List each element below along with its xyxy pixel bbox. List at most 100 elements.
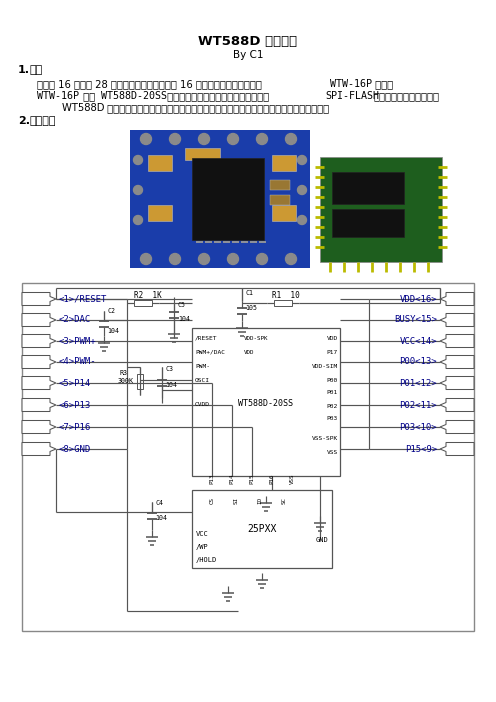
Text: SPI-FLASH: SPI-FLASH: [325, 91, 379, 101]
Text: 概述: 概述: [30, 65, 43, 75]
Text: 25PXX: 25PXX: [248, 524, 277, 534]
Text: 模块封装: 模块封装: [30, 116, 57, 126]
Text: R2  1K: R2 1K: [134, 291, 162, 300]
Text: BUSY<15>: BUSY<15>: [394, 315, 437, 324]
Text: <8>GND: <8>GND: [59, 444, 91, 453]
Polygon shape: [22, 399, 56, 411]
Text: /RESET: /RESET: [195, 336, 218, 340]
Bar: [22, 283, 474, 631]
Text: PWM+/DAC: PWM+/DAC: [195, 350, 225, 355]
Circle shape: [133, 216, 142, 225]
Bar: [332, 172, 404, 204]
Text: VDD: VDD: [244, 350, 254, 355]
Text: C4: C4: [155, 500, 163, 506]
Text: P01: P01: [327, 390, 338, 395]
Text: CS: CS: [209, 496, 214, 503]
Text: <4>PWM-: <4>PWM-: [59, 357, 97, 366]
Text: 采用: 采用: [80, 91, 98, 101]
Text: <5>P14: <5>P14: [59, 378, 91, 388]
Text: 105: 105: [245, 305, 257, 311]
Text: R1  10: R1 10: [272, 291, 300, 300]
Circle shape: [198, 133, 209, 145]
Bar: [192, 328, 340, 476]
Text: SC: SC: [282, 496, 287, 503]
Text: P17: P17: [327, 350, 338, 355]
Polygon shape: [440, 442, 474, 456]
Bar: [148, 155, 172, 171]
Text: R3: R3: [120, 370, 128, 376]
Circle shape: [133, 156, 142, 164]
Text: <2>DAC: <2>DAC: [59, 315, 91, 324]
Text: P00: P00: [327, 378, 338, 383]
Text: VCC<14>: VCC<14>: [399, 336, 437, 345]
Text: P01<12>: P01<12>: [399, 378, 437, 388]
Bar: [274, 300, 292, 306]
Circle shape: [298, 185, 307, 194]
Bar: [192, 158, 264, 240]
Text: WT588D 语音模块: WT588D 语音模块: [198, 35, 298, 48]
Polygon shape: [22, 355, 56, 369]
Polygon shape: [440, 314, 474, 326]
Bar: [130, 130, 310, 268]
Text: P02<11>: P02<11>: [399, 401, 437, 409]
Text: P15<9>: P15<9>: [405, 444, 437, 453]
Text: WT588D: WT588D: [37, 103, 105, 113]
Circle shape: [228, 253, 239, 265]
Circle shape: [140, 133, 151, 145]
Text: WTW-16P: WTW-16P: [330, 79, 372, 89]
Text: P03: P03: [327, 416, 338, 421]
Text: VCC: VCC: [196, 531, 209, 537]
Bar: [134, 300, 152, 306]
Polygon shape: [22, 420, 56, 434]
Bar: [272, 155, 296, 171]
Circle shape: [170, 253, 181, 265]
Polygon shape: [440, 376, 474, 390]
Text: C1: C1: [245, 290, 253, 296]
Text: 作为核心控制电路，包含了外围所需的: 作为核心控制电路，包含了外围所需的: [164, 91, 272, 101]
Circle shape: [286, 133, 297, 145]
Text: P00<13>: P00<13>: [399, 357, 437, 366]
Polygon shape: [440, 355, 474, 369]
Polygon shape: [22, 376, 56, 390]
Text: 、振荡电路、复位电路。: 、振荡电路、复位电路。: [373, 91, 439, 101]
Bar: [137, 373, 143, 388]
Text: P13: P13: [209, 474, 214, 484]
Polygon shape: [440, 293, 474, 305]
Circle shape: [256, 133, 267, 145]
Text: PWM-: PWM-: [195, 364, 210, 369]
Circle shape: [228, 133, 239, 145]
Text: 104: 104: [165, 382, 177, 388]
Text: VDD-SPK: VDD-SPK: [244, 336, 268, 340]
Text: VSS: VSS: [290, 474, 295, 484]
Text: /WP: /WP: [196, 544, 209, 550]
Bar: [270, 180, 290, 190]
Circle shape: [286, 253, 297, 265]
Polygon shape: [440, 420, 474, 434]
Text: <3>PWM+: <3>PWM+: [59, 336, 97, 345]
Text: P03<10>: P03<10>: [399, 423, 437, 432]
Circle shape: [298, 156, 307, 164]
Polygon shape: [22, 314, 56, 326]
Text: VDD: VDD: [327, 336, 338, 340]
Circle shape: [170, 133, 181, 145]
Text: VDD-SIM: VDD-SIM: [312, 364, 338, 369]
Text: C3: C3: [165, 366, 173, 372]
Polygon shape: [22, 334, 56, 347]
Text: /HOLD: /HOLD: [196, 557, 217, 563]
Circle shape: [298, 216, 307, 225]
Circle shape: [198, 253, 209, 265]
Bar: [332, 209, 404, 237]
Text: P16: P16: [269, 474, 274, 484]
Text: C2: C2: [107, 308, 115, 314]
Text: 104: 104: [178, 316, 190, 322]
Text: CVDD: CVDD: [195, 402, 210, 406]
Text: <1>/RESET: <1>/RESET: [59, 295, 107, 303]
Text: WTW-16P: WTW-16P: [37, 91, 79, 101]
Text: 2.: 2.: [18, 116, 30, 126]
Text: By C1: By C1: [233, 50, 263, 60]
Bar: [270, 195, 290, 205]
Text: <6>P13: <6>P13: [59, 401, 91, 409]
Text: 104: 104: [155, 515, 167, 521]
Text: SI: SI: [234, 496, 239, 503]
Text: 是一款具有单片机内核的可编辑语音芯片，功能多，音质好，应用广泛，性能稳定。: 是一款具有单片机内核的可编辑语音芯片，功能多，音质好，应用广泛，性能稳定。: [104, 103, 329, 113]
